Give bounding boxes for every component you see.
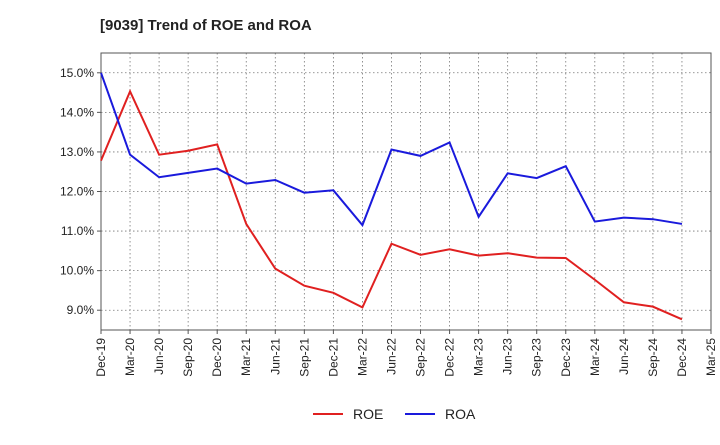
legend-label-roa: ROA xyxy=(445,406,476,422)
x-tick-label: Dec-24 xyxy=(675,338,689,377)
y-tick-label: 13.0% xyxy=(60,145,94,159)
x-tick-label: Sep-23 xyxy=(530,338,544,377)
x-tick-label: Sep-24 xyxy=(646,338,660,377)
y-tick-label: 10.0% xyxy=(60,264,94,278)
x-tick-label: Jun-20 xyxy=(152,338,166,375)
legend-label-roe: ROE xyxy=(353,406,383,422)
x-tick-labels: Dec-19 Mar-20 Jun-20 Sep-20 Dec-20 Mar-21 Jun-… xyxy=(94,330,718,377)
x-tick-label: Mar-23 xyxy=(472,338,486,376)
x-tick-label: Dec-21 xyxy=(326,338,340,377)
x-tick-label: Dec-20 xyxy=(210,338,224,377)
x-tick-label: Mar-20 xyxy=(123,338,137,376)
x-tick-label: Dec-23 xyxy=(559,338,573,377)
x-tick-label: Jun-21 xyxy=(268,338,282,375)
x-tick-label: Mar-25 xyxy=(704,338,718,376)
y-tick-label: 11.0% xyxy=(61,224,94,238)
x-tick-label: Jun-22 xyxy=(384,338,398,375)
x-tick-label: Mar-22 xyxy=(355,338,369,376)
x-tick-label: Sep-22 xyxy=(414,338,428,377)
chart-title: [9039] Trend of ROE and ROA xyxy=(100,17,312,34)
x-tick-label: Sep-20 xyxy=(181,338,195,377)
y-tick-label: 15.0% xyxy=(60,66,94,80)
x-tick-label: Sep-21 xyxy=(297,338,311,377)
x-tick-label: Jun-23 xyxy=(501,338,515,375)
x-tick-label: Mar-21 xyxy=(239,338,253,376)
y-tick-label: 12.0% xyxy=(60,185,94,199)
x-tick-label: Dec-19 xyxy=(94,338,108,377)
x-tick-label: Jun-24 xyxy=(617,338,631,375)
x-tick-label: Dec-22 xyxy=(443,338,457,377)
series-line-roe xyxy=(100,88,683,321)
legend: ROE ROA xyxy=(313,406,476,422)
y-tick-label: 14.0% xyxy=(60,105,94,119)
series-line-roa xyxy=(100,72,683,228)
x-tick-label: Mar-24 xyxy=(588,338,602,376)
series-lines xyxy=(100,72,683,321)
y-tick-label: 9.0% xyxy=(67,303,95,317)
y-tick-labels: 9.0% 10.0% 11.0% 12.0% 13.0% 14.0% 15.0% xyxy=(60,66,101,317)
